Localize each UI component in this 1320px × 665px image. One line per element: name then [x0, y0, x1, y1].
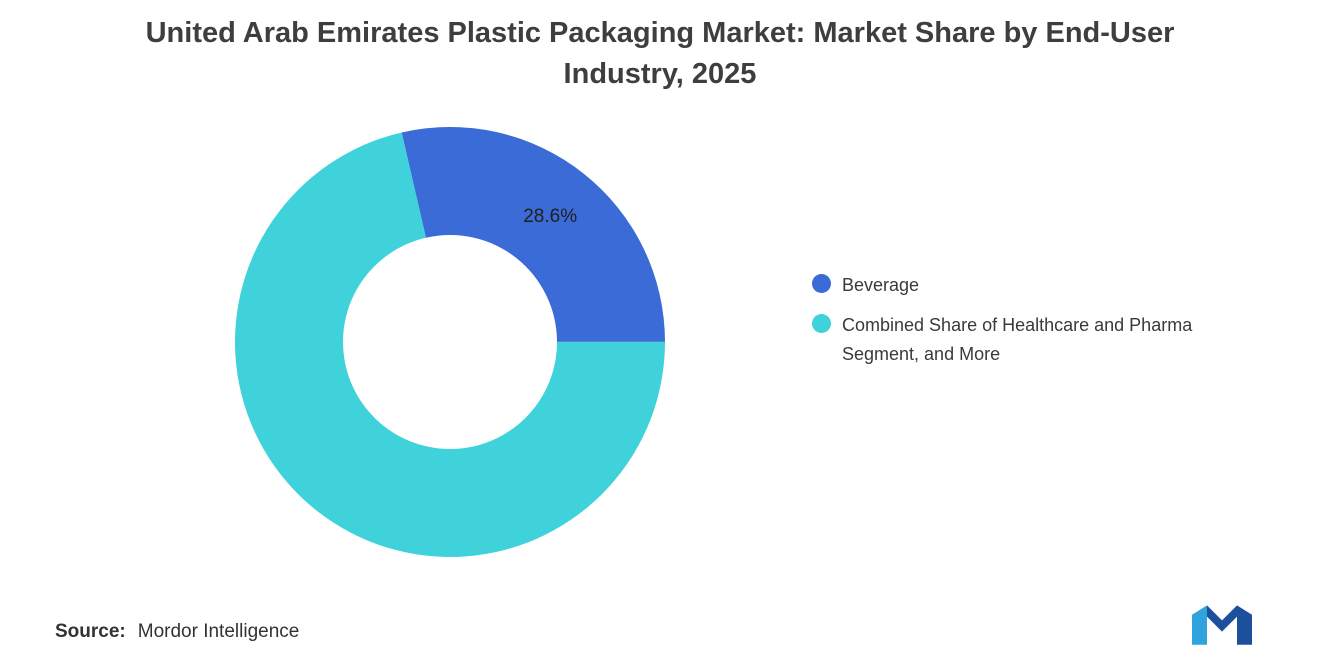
logo-left-shape: [1192, 605, 1207, 645]
legend-item-healthcare-pharma: Combined Share of Healthcare and Pharma …: [812, 311, 1232, 368]
legend-marker-beverage-icon: [812, 274, 831, 293]
pie-slice-data-label: 28.6%: [523, 206, 577, 227]
source-label: Source:: [55, 621, 126, 642]
logo-right-shape: [1237, 605, 1252, 645]
source-line: Source: Mordor Intelligence: [55, 621, 299, 643]
pie-slice-1: [401, 127, 665, 342]
donut-chart: 28.6%: [235, 127, 665, 557]
legend-marker-healthcare-pharma-icon: [812, 314, 831, 334]
source-value: Mordor Intelligence: [137, 621, 300, 642]
legend-label-beverage: Beverage: [842, 275, 920, 295]
legend-label-healthcare-pharma: Combined Share of Healthcare and Pharma …: [842, 315, 1193, 364]
logo-middle-shape: [1207, 605, 1237, 632]
legend-item-beverage: Beverage: [812, 271, 1232, 299]
chart-title: United Arab Emirates Plastic Packaging M…: [0, 0, 1320, 95]
chart-legend: Beverage Combined Share of Healthcare an…: [812, 271, 1232, 368]
mordor-intelligence-logo: [1192, 605, 1252, 645]
pie-slice-2: [235, 132, 665, 557]
chart-title-line2: Industry, 2025: [563, 58, 757, 91]
chart-title-line1: United Arab Emirates Plastic Packaging M…: [145, 17, 1175, 49]
